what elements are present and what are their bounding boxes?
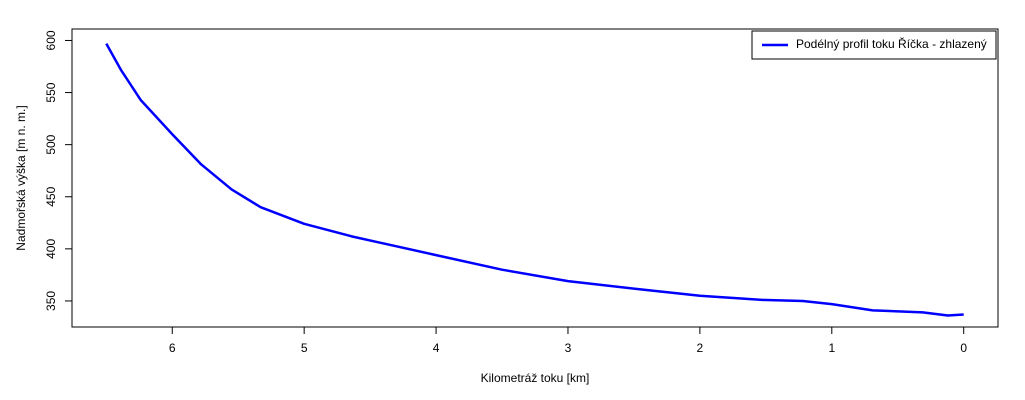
y-axis-label: Nadmořská výška [m n. m.] [14, 105, 28, 250]
x-tick-label: 1 [828, 341, 835, 355]
x-tick-label: 6 [169, 341, 176, 355]
legend-label: Podélný profil toku Říčka - zhlazený [796, 36, 987, 51]
y-tick-label: 600 [44, 30, 58, 50]
y-tick-label: 500 [44, 134, 58, 154]
y-tick-label: 450 [44, 186, 58, 206]
y-tick-label: 550 [44, 82, 58, 102]
legend-box [751, 30, 997, 60]
x-tick-label: 0 [960, 341, 967, 355]
x-tick-label: 2 [697, 341, 704, 355]
x-axis-label: Kilometráž toku [km] [481, 371, 590, 385]
x-tick-label: 3 [565, 341, 572, 355]
line [105, 42, 964, 317]
x-tick-label: 5 [301, 341, 308, 355]
y-tick-label: 350 [44, 291, 58, 311]
y-tick-label: 400 [44, 239, 58, 259]
plot-box [71, 28, 999, 328]
x-tick-label: 4 [433, 341, 440, 355]
